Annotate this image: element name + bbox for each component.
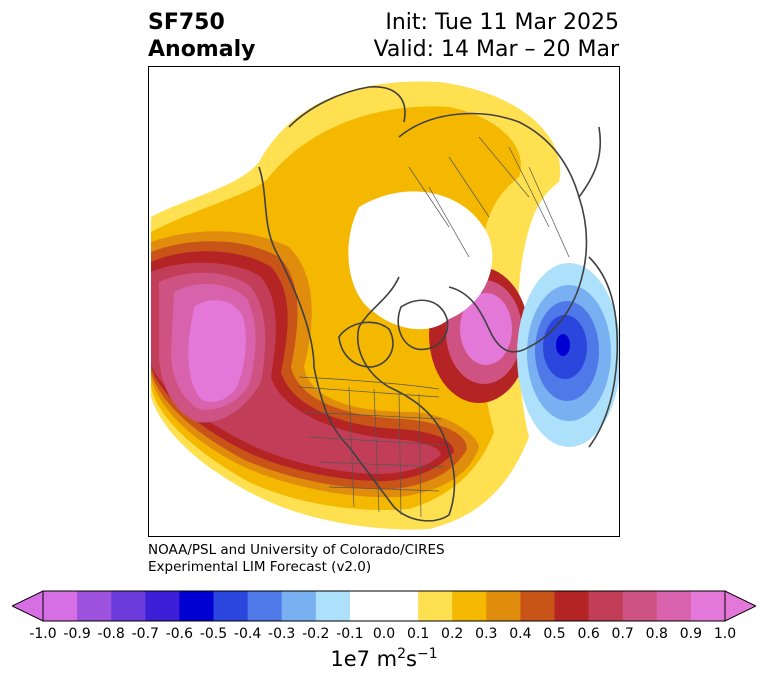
colorbar-outline	[42, 590, 726, 622]
colorbar-tick-label: -0.5	[199, 626, 228, 642]
negative-anomaly-peak	[556, 334, 570, 356]
colorbar-cell	[384, 591, 419, 621]
colorbar-high-arrow	[724, 590, 756, 622]
colorbar-cell	[418, 591, 453, 621]
unit-base: 1e7 m	[330, 647, 398, 671]
colorbar-cell	[247, 591, 283, 621]
colorbar-tick-label: -0.8	[97, 626, 125, 642]
colorbar-cell	[179, 591, 214, 621]
coast-eurasia	[398, 112, 588, 353]
border-us-states	[298, 386, 444, 518]
colorbar-tick-label: 1.0	[713, 626, 737, 642]
colorbar-tick-label: 0.6	[577, 626, 600, 642]
forecast-dates: Init: Tue 11 Mar 2025 Valid: 14 Mar – 20…	[374, 9, 619, 63]
colorbar-tick-label: -0.4	[233, 626, 262, 642]
unit-exponent-2: −1	[417, 646, 438, 662]
colorbar-tick-label: -0.7	[131, 626, 159, 642]
colorbar-cell	[77, 591, 112, 621]
colorbar-tick-label: -1.0	[29, 626, 57, 642]
anomaly-field	[151, 81, 619, 530]
colorbar-cell	[349, 591, 385, 621]
colorbar-unit-label: 1e7 m2s−1	[0, 646, 768, 671]
coast-east-asia	[578, 126, 619, 448]
colorbar-tick-label: -0.3	[268, 626, 296, 642]
coast-greenland	[397, 299, 449, 351]
polar-map	[148, 66, 620, 537]
colorbar-cell	[315, 591, 351, 621]
credit-line-1: NOAA/PSL and University of Colorado/CIRE…	[148, 542, 445, 558]
arctic-neutral-zone	[348, 191, 493, 330]
credit-text: NOAA/PSL and University of Colorado/CIRE…	[148, 542, 445, 576]
colorbar-tick-label: -0.2	[302, 626, 330, 642]
valid-range: Valid: 14 Mar – 20 Mar	[373, 37, 619, 62]
colorbar-cell	[452, 591, 487, 621]
border-canada-us	[298, 376, 440, 390]
colorbar-cell	[656, 591, 692, 621]
colorbar-cell	[213, 591, 249, 621]
map-title: SF750 Anomaly	[148, 9, 255, 63]
colorbar-tick-label: 0.2	[441, 626, 464, 642]
colorbar-tick-label: 0.9	[679, 626, 703, 642]
colorbar-low-arrow	[12, 590, 44, 622]
colorbar-tick-label: 0.0	[372, 626, 396, 642]
colorbar-tick-label: 0.3	[475, 626, 498, 642]
coastlines	[258, 86, 619, 522]
colorbar-cell	[281, 591, 317, 621]
colorbar-cell	[554, 591, 590, 621]
colorbar-tick-label: -0.1	[336, 626, 364, 642]
variable-label: SF750	[148, 10, 225, 35]
coast-north-america	[258, 166, 456, 522]
positive-anomaly-peak-pacific	[188, 300, 246, 402]
colorbar-cells	[43, 591, 726, 621]
political-borders	[298, 136, 570, 518]
colorbar-cell	[43, 591, 78, 621]
colorbar-cell	[486, 591, 521, 621]
colorbar-tick-label: -0.6	[165, 626, 194, 642]
border-eurasia	[408, 136, 570, 258]
anomaly-label: Anomaly	[148, 37, 256, 62]
coast-hudson-bay	[338, 321, 394, 368]
init-date: Init: Tue 11 Mar 2025	[385, 10, 619, 35]
colorbar-cell	[111, 591, 146, 621]
unit-seconds: s	[406, 647, 417, 671]
colorbar-tick-label: 0.7	[611, 626, 634, 642]
colorbar-cell	[690, 591, 726, 621]
credit-line-2: Experimental LIM Forecast (v2.0)	[148, 559, 372, 575]
colorbar-tick-label: 0.5	[543, 626, 566, 642]
unit-exponent-1: 2	[397, 646, 407, 662]
colorbar-tick-label: 0.4	[509, 626, 532, 642]
colorbar-cell	[622, 591, 658, 621]
coast-siberia	[288, 86, 406, 128]
colorbar-cell	[145, 591, 180, 621]
colorbar-cell	[588, 591, 624, 621]
colorbar	[12, 590, 756, 622]
positive-anomaly-peak-atlantic	[460, 293, 512, 365]
colorbar-cell	[520, 591, 555, 621]
colorbar-tick-labels: -1.0 -0.9 -0.8 -0.7 -0.6 -0.5 -0.4 -0.3 -0.2 -0.1…	[0, 626, 768, 646]
colorbar-tick-label: 0.1	[406, 626, 430, 642]
colorbar-tick-label: -0.9	[63, 626, 91, 642]
colorbar-tick-label: 0.8	[645, 626, 668, 642]
